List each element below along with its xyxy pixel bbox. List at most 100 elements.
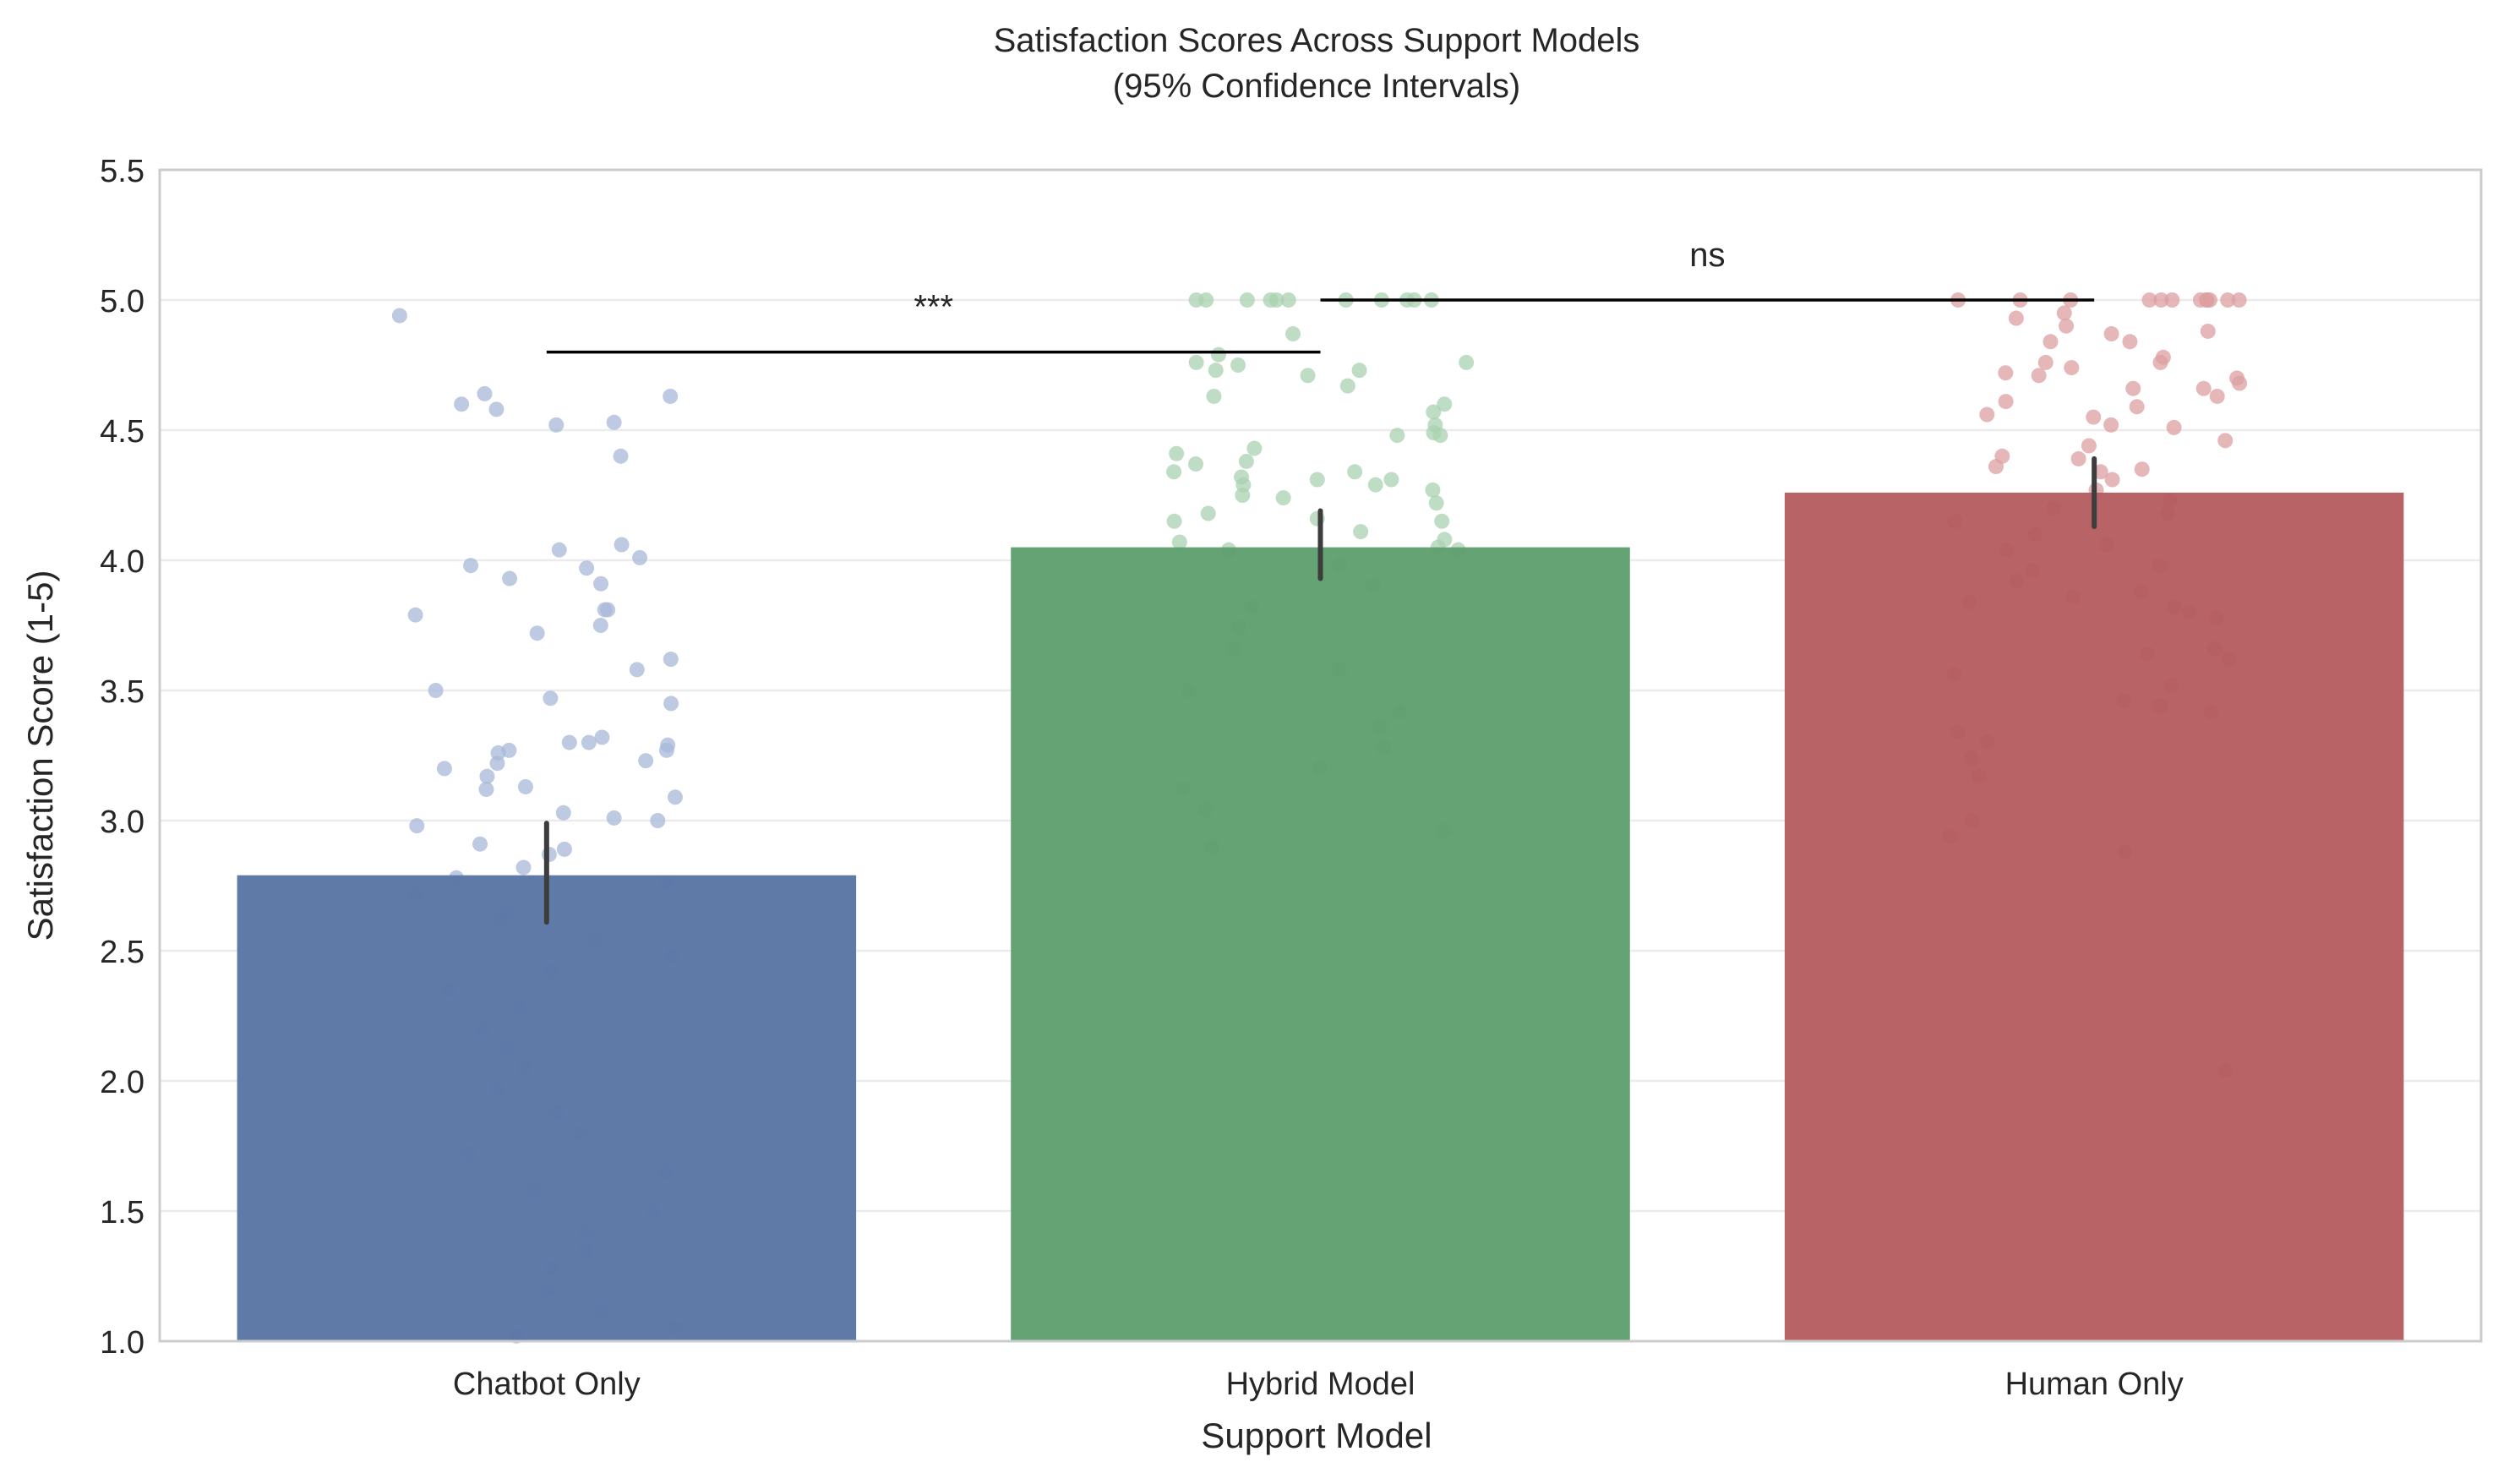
- data-point: [1367, 477, 1383, 493]
- data-point: [1351, 363, 1367, 379]
- data-point: [638, 753, 654, 769]
- data-point: [555, 805, 571, 821]
- x-axis-label: Support Model: [1201, 1416, 1432, 1455]
- data-point: [2141, 292, 2157, 308]
- data-point: [2195, 380, 2212, 396]
- y-tick-label: 3.5: [100, 674, 145, 710]
- data-point: [2199, 292, 2215, 308]
- data-point: [2037, 354, 2053, 370]
- data-point: [463, 558, 479, 574]
- data-point: [614, 537, 630, 553]
- data-point: [472, 836, 488, 852]
- data-point: [2081, 438, 2097, 454]
- y-tick-label: 5.5: [100, 154, 145, 189]
- data-point: [2209, 388, 2225, 404]
- data-point: [1208, 363, 1224, 379]
- error-bars: [543, 456, 2097, 925]
- data-point: [1434, 513, 1450, 529]
- y-axis-ticks: 1.0 1.5 2.0 2.5 3.0 3.5 4.0 4.5 5.0 5.5: [100, 154, 145, 1361]
- data-point: [1300, 368, 1316, 384]
- data-point: [1353, 524, 1369, 540]
- data-point: [663, 652, 679, 668]
- bar: [237, 875, 857, 1341]
- data-point: [1383, 472, 1399, 488]
- data-point: [489, 756, 505, 772]
- plot-frame: [158, 168, 2483, 1343]
- data-point: [1437, 396, 1453, 412]
- data-point: [632, 549, 648, 565]
- data-point: [1425, 482, 1441, 498]
- data-point: [1166, 513, 1182, 529]
- data-point: [663, 696, 679, 712]
- data-point: [1339, 378, 1355, 394]
- data-point: [1389, 428, 1405, 444]
- data-point: [658, 742, 674, 758]
- data-point: [1235, 488, 1251, 503]
- data-point: [561, 734, 577, 750]
- data-point: [1285, 326, 1301, 342]
- data-point: [409, 818, 425, 834]
- data-point: [1246, 440, 1263, 456]
- data-point: [1428, 495, 1444, 511]
- data-point: [428, 683, 444, 698]
- data-point: [479, 768, 495, 784]
- bar: [1011, 547, 1630, 1341]
- y-tick-label: 4.0: [100, 544, 145, 580]
- data-point: [1171, 534, 1187, 550]
- data-point: [667, 789, 683, 805]
- data-point: [1988, 459, 2004, 475]
- data-point: [517, 778, 533, 794]
- data-point: [2008, 310, 2024, 326]
- data-point: [454, 396, 470, 412]
- data-point: [2122, 334, 2138, 350]
- y-tick-label: 2.5: [100, 935, 145, 970]
- data-point: [407, 607, 423, 623]
- chart-title: Satisfaction Scores Across Support Model…: [994, 22, 1640, 59]
- y-tick-label: 5.0: [100, 284, 145, 319]
- data-point: [1998, 365, 2014, 381]
- data-point: [2217, 433, 2233, 449]
- data-point: [488, 401, 505, 417]
- data-point: [594, 729, 610, 745]
- data-point: [1426, 404, 1442, 420]
- data-point: [1188, 292, 1204, 308]
- y-tick-label: 2.0: [100, 1065, 145, 1100]
- data-point: [556, 841, 572, 857]
- data-point: [2231, 292, 2247, 308]
- bars: [237, 492, 2404, 1341]
- data-point: [529, 625, 545, 641]
- data-point: [502, 570, 518, 587]
- data-point: [581, 734, 597, 750]
- chart-subtitle: (95% Confidence Intervals): [1113, 68, 1520, 105]
- data-point: [650, 813, 666, 828]
- data-point: [613, 448, 629, 464]
- data-point: [1309, 472, 1325, 488]
- x-tick-label: Hybrid Model: [1226, 1367, 1415, 1402]
- data-point: [2064, 360, 2080, 376]
- data-point: [477, 385, 493, 401]
- data-point: [2104, 472, 2120, 488]
- data-point: [2232, 375, 2248, 391]
- data-point: [2031, 368, 2047, 384]
- data-point: [592, 618, 608, 633]
- data-point: [515, 859, 532, 876]
- significance-annotations: *** ns: [546, 237, 2095, 354]
- data-point: [579, 560, 595, 576]
- data-point: [1275, 490, 1291, 506]
- data-point: [2164, 292, 2180, 308]
- data-point: [1230, 357, 1246, 373]
- data-point: [1280, 292, 1296, 308]
- data-point: [1979, 406, 1995, 423]
- data-point: [551, 542, 567, 558]
- data-point: [2200, 323, 2216, 339]
- data-point: [2166, 419, 2182, 435]
- data-point: [391, 308, 407, 324]
- data-point: [1459, 354, 1475, 370]
- data-point: [1188, 354, 1204, 370]
- data-point: [2103, 326, 2119, 342]
- data-point: [2056, 305, 2072, 321]
- data-point: [1998, 394, 2014, 410]
- data-point: [2043, 334, 2059, 350]
- data-point: [597, 602, 613, 618]
- data-point: [1169, 445, 1185, 461]
